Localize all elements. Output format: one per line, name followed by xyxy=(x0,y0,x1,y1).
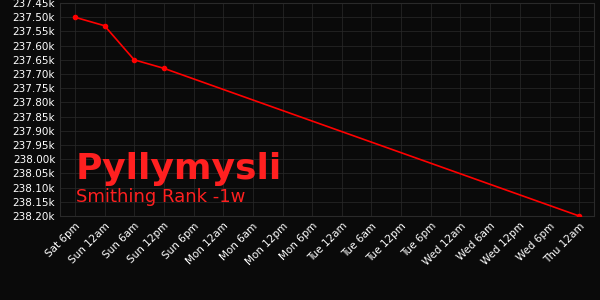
Text: Smithing Rank -1w: Smithing Rank -1w xyxy=(76,188,245,206)
Text: Pyllymysli: Pyllymysli xyxy=(76,152,282,186)
